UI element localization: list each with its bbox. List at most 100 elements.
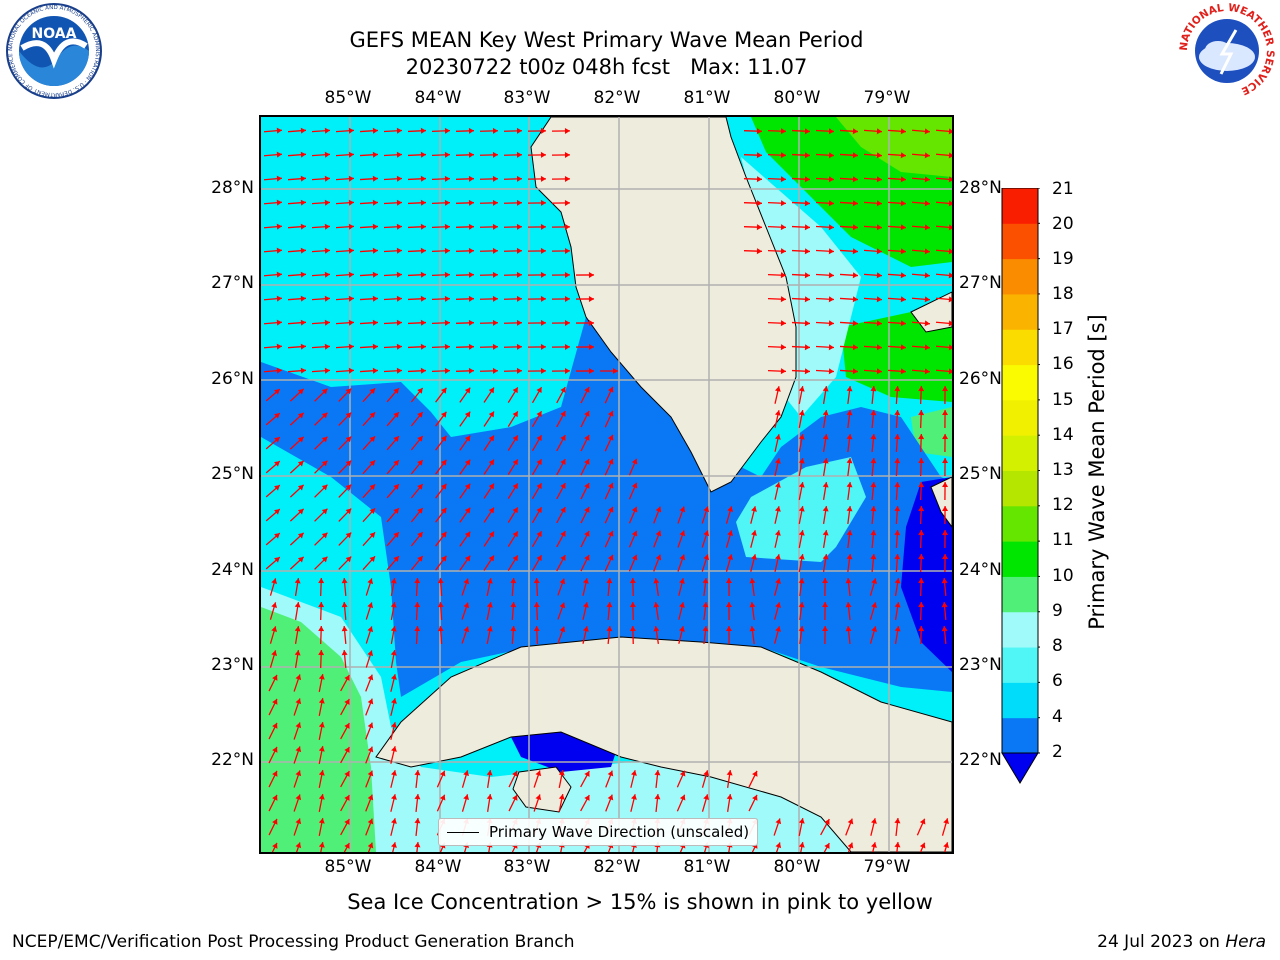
wave-direction-arrow bbox=[743, 248, 763, 255]
wave-direction-arrow bbox=[942, 505, 949, 525]
wave-direction-arrow bbox=[386, 387, 400, 403]
wave-direction-arrow bbox=[362, 507, 376, 523]
wave-direction-arrow bbox=[335, 175, 355, 182]
wave-direction-arrow bbox=[918, 553, 925, 573]
cb-tick: 12 bbox=[1052, 495, 1074, 515]
colorbar-segment bbox=[1002, 329, 1038, 366]
wave-direction-arrow bbox=[839, 344, 859, 351]
wave-direction-arrow bbox=[510, 577, 517, 597]
cb-tick: 4 bbox=[1052, 707, 1063, 727]
wave-direction-arrow bbox=[527, 319, 547, 326]
wave-direction-arrow bbox=[287, 319, 307, 326]
wave-direction-arrow bbox=[845, 842, 854, 852]
wave-direction-arrow bbox=[383, 247, 403, 254]
wave-direction-arrow bbox=[678, 602, 685, 620]
wave-direction-arrow bbox=[268, 674, 278, 692]
wave-direction-arrow bbox=[918, 481, 925, 501]
wave-direction-arrow bbox=[743, 152, 763, 159]
wave-direction-arrow bbox=[265, 508, 281, 522]
wave-direction-arrow bbox=[798, 601, 805, 621]
wave-direction-arrow bbox=[410, 531, 424, 547]
wave-direction-arrow bbox=[287, 247, 307, 254]
wave-direction-arrow bbox=[362, 531, 376, 547]
wave-direction-arrow bbox=[551, 271, 571, 278]
wave-direction-arrow bbox=[653, 506, 662, 524]
wave-direction-arrow bbox=[527, 199, 547, 206]
field-9-10s-southwest bbox=[261, 607, 376, 852]
wave-direction-arrow bbox=[798, 506, 805, 524]
wave-direction-arrow bbox=[455, 127, 475, 134]
wave-direction-arrow bbox=[265, 484, 281, 498]
wave-direction-arrow bbox=[630, 770, 637, 788]
wave-direction-arrow bbox=[774, 482, 781, 500]
wave-direction-arrow bbox=[846, 553, 853, 573]
wave-direction-arrow bbox=[846, 409, 853, 429]
wave-direction-arrow bbox=[293, 698, 302, 716]
wave-direction-arrow bbox=[748, 770, 758, 788]
wave-direction-arrow bbox=[701, 794, 709, 812]
lon-label: 81°W bbox=[683, 857, 731, 877]
lon-label: 83°W bbox=[503, 88, 551, 108]
wave-direction-arrow bbox=[289, 388, 305, 402]
wave-direction-arrow bbox=[822, 530, 829, 548]
wave-direction-arrow bbox=[431, 151, 451, 158]
wave-direction-arrow bbox=[935, 296, 952, 303]
wave-direction-arrow bbox=[767, 296, 787, 303]
wave-direction-arrow bbox=[263, 151, 283, 158]
cb-tick: 18 bbox=[1052, 284, 1074, 304]
wave-direction-arrow bbox=[365, 746, 374, 764]
wave-direction-arrow bbox=[311, 319, 331, 326]
wave-direction-arrow bbox=[870, 529, 877, 549]
wave-direction-arrow bbox=[431, 199, 451, 206]
wave-direction-arrow bbox=[725, 625, 732, 645]
wave-direction-arrow bbox=[407, 127, 427, 134]
wave-direction-arrow bbox=[338, 556, 352, 570]
field-2-4s-central bbox=[261, 317, 952, 697]
wave-direction-arrow bbox=[791, 224, 811, 231]
date-text: 24 Jul 2023 on bbox=[1097, 932, 1226, 952]
wave-direction-arrow bbox=[653, 554, 662, 572]
wave-direction-arrow bbox=[263, 223, 283, 230]
credit-text: NCEP/EMC/Verification Post Processing Pr… bbox=[12, 932, 575, 952]
wave-direction-arrow bbox=[503, 223, 523, 230]
wave-direction-arrow bbox=[289, 460, 305, 474]
wave-direction-arrow bbox=[414, 601, 421, 621]
wave-direction-arrow bbox=[287, 295, 307, 302]
wave-direction-arrow bbox=[435, 387, 447, 403]
wave-direction-arrow bbox=[414, 625, 421, 645]
wave-direction-arrow bbox=[335, 319, 355, 326]
wave-direction-arrow bbox=[461, 602, 470, 620]
wave-direction-arrow bbox=[839, 248, 859, 255]
wave-direction-arrow bbox=[459, 483, 471, 499]
wave-direction-arrow bbox=[551, 175, 571, 182]
wave-direction-arrow bbox=[887, 200, 907, 207]
wave-direction-arrow bbox=[798, 410, 805, 428]
andros-island bbox=[930, 476, 952, 528]
wave-direction-arrow bbox=[533, 794, 542, 812]
wave-direction-arrow bbox=[774, 578, 781, 596]
wave-direction-arrow bbox=[455, 367, 475, 374]
wave-direction-arrow bbox=[887, 128, 907, 135]
wave-direction-arrow bbox=[479, 271, 499, 278]
wave-direction-arrow bbox=[726, 794, 733, 812]
wave-direction-arrow bbox=[743, 128, 763, 135]
colorbar-segment bbox=[1002, 647, 1038, 683]
wave-direction-arrow bbox=[269, 650, 278, 668]
wave-direction-arrow bbox=[318, 625, 325, 645]
lon-label: 80°W bbox=[773, 857, 821, 877]
wave-direction-arrow bbox=[455, 223, 475, 230]
wave-direction-arrow bbox=[479, 151, 499, 158]
wave-direction-arrow bbox=[383, 319, 403, 326]
wave-direction-arrow bbox=[503, 319, 523, 326]
wave-direction-arrow bbox=[338, 388, 352, 402]
wave-direction-arrow bbox=[767, 152, 787, 159]
lon-label: 82°W bbox=[593, 88, 641, 108]
wave-direction-arrow bbox=[287, 271, 307, 278]
wave-direction-arrow bbox=[863, 152, 883, 159]
wave-direction-arrow bbox=[531, 530, 543, 548]
wave-direction-arrow bbox=[436, 770, 446, 788]
wave-direction-arrow bbox=[507, 531, 519, 547]
wave-direction-arrow bbox=[677, 530, 686, 548]
wave-direction-arrow bbox=[293, 818, 302, 836]
wave-direction-arrow bbox=[822, 386, 829, 404]
